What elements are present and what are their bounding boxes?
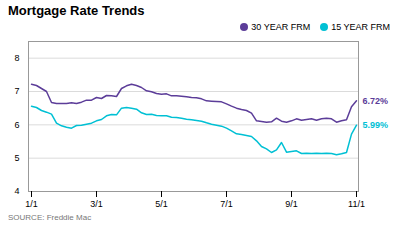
html-text:15 YEAR FRM: 15 YEAR FRM — [331, 21, 390, 32]
svg-text:7/1: 7/1 — [220, 199, 233, 209]
svg-text:9/1: 9/1 — [285, 199, 298, 209]
svg-text:3/1: 3/1 — [90, 199, 103, 209]
svg-text:6: 6 — [14, 120, 19, 130]
svg-text:5: 5 — [14, 153, 19, 163]
svg-text:6.72%: 6.72% — [363, 96, 389, 106]
svg-text:8: 8 — [14, 53, 19, 63]
svg-text:1/1: 1/1 — [25, 199, 38, 209]
svg-text:5.99%: 5.99% — [363, 120, 389, 130]
svg-text:4: 4 — [14, 186, 19, 196]
svg-text:5/1: 5/1 — [155, 199, 168, 209]
html-text:30 YEAR FRM: 30 YEAR FRM — [251, 21, 311, 32]
svg-text:7: 7 — [14, 86, 19, 96]
svg-text:11/1: 11/1 — [348, 199, 365, 209]
html-text:SOURCE: Freddie Mac: SOURCE: Freddie Mac — [8, 213, 92, 222]
html-text:Mortgage Rate Trends: Mortgage Rate Trends — [8, 3, 145, 18]
